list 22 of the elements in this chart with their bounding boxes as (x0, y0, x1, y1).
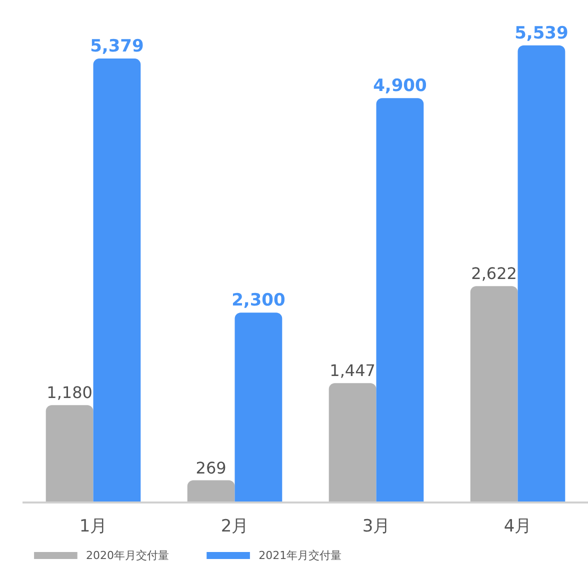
data-label: 2,300 (232, 290, 286, 311)
legend-label: 2021年月交付量 (258, 549, 342, 562)
data-label: 1,180 (46, 383, 92, 402)
bar (470, 286, 518, 502)
x-tick-label: 4月 (504, 516, 532, 536)
x-tick-label: 2月 (220, 516, 249, 536)
data-label: 269 (196, 458, 226, 478)
data-label: 1,447 (330, 361, 376, 380)
bar (518, 45, 566, 502)
data-label: 5,379 (90, 36, 144, 57)
data-label: 2,622 (471, 264, 517, 284)
data-label: 4,900 (373, 76, 428, 96)
bar (234, 312, 282, 502)
data-label: 5,539 (514, 23, 568, 44)
x-tick-label: 3月 (362, 516, 390, 536)
bar (187, 480, 235, 502)
bar (46, 405, 94, 502)
bar (93, 58, 141, 502)
legend-label: 2020年月交付量 (86, 549, 170, 562)
bar (376, 98, 424, 502)
bar (328, 383, 376, 502)
x-tick-label: 1月 (79, 516, 108, 536)
